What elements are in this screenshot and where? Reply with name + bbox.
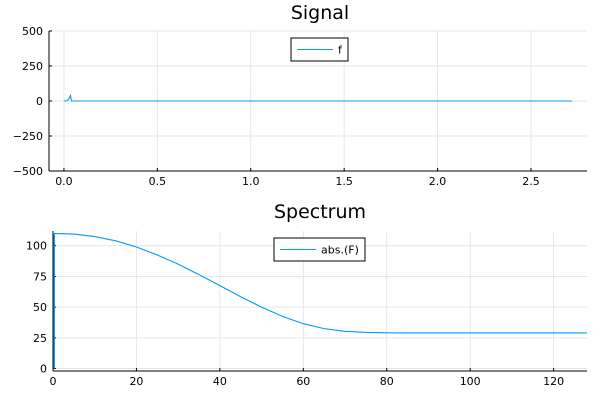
signal-series bbox=[63, 93, 573, 102]
spectrum-legend: abs.(F) bbox=[273, 237, 366, 262]
signal-xtick-label-2: 1.0 bbox=[242, 175, 260, 188]
signal-ytick-label-0: −500 bbox=[13, 165, 43, 178]
signal-ytick-label-2: 0 bbox=[36, 95, 43, 108]
signal-ticks: 0.0 0.5 1.0 1.5 2.0 2.5 −500 −250 0 250 500 bbox=[13, 25, 540, 188]
spectrum-ytick-label-1: 25 bbox=[33, 332, 47, 345]
spectrum-title: Spectrum bbox=[274, 201, 366, 223]
signal-title: Signal bbox=[291, 2, 349, 24]
spectrum-series-line-0 bbox=[52, 232, 587, 334]
spectrum-ytick-label-0: 0 bbox=[40, 363, 47, 376]
signal-xtick-label-4: 2.0 bbox=[429, 175, 447, 188]
spectrum-ytick-label-3: 75 bbox=[33, 270, 47, 283]
signal-series-line-0 bbox=[63, 93, 573, 102]
signal-legend: f bbox=[290, 37, 349, 62]
spectrum-xtick-label-2: 40 bbox=[213, 375, 227, 388]
spectrum-xtick-label-1: 20 bbox=[129, 375, 143, 388]
spectrum-axes bbox=[52, 231, 587, 372]
spectrum-xtick-label-0: 0 bbox=[50, 375, 57, 388]
spectrum-xtick-label-5: 100 bbox=[460, 375, 481, 388]
spectrum-xtick-label-4: 80 bbox=[380, 375, 394, 388]
signal-ytick-label-4: 500 bbox=[22, 25, 43, 38]
spectrum-legend-label: abs.(F) bbox=[321, 244, 359, 257]
spectrum-xtick-label-3: 60 bbox=[296, 375, 310, 388]
signal-ytick-label-3: 250 bbox=[22, 60, 43, 73]
spectrum-ticks: 0 20 40 60 80 100 120 0 25 50 75 100 bbox=[26, 240, 564, 388]
spectrum-legend-box bbox=[273, 237, 366, 262]
signal-ytick-label-1: −250 bbox=[13, 130, 43, 143]
spectrum-plot: Spectrum 0 20 40 60 80 100 120 0 25 50 75 100 abs.(… bbox=[26, 201, 587, 388]
signal-plot: Signal 0.0 0.5 1.0 1.5 2.0 2.5 −500 −250 0 250 500… bbox=[13, 2, 587, 188]
signal-xtick-label-0: 0.0 bbox=[55, 175, 73, 188]
signal-xtick-label-3: 1.5 bbox=[335, 175, 353, 188]
signal-xtick-label-5: 2.5 bbox=[522, 175, 540, 188]
spectrum-ytick-label-4: 100 bbox=[26, 240, 47, 253]
signal-legend-label: f bbox=[338, 44, 343, 57]
spectrum-xtick-label-6: 120 bbox=[543, 375, 564, 388]
signal-xtick-label-1: 0.5 bbox=[149, 175, 167, 188]
spectrum-ytick-label-2: 50 bbox=[33, 301, 47, 314]
spectrum-series bbox=[52, 232, 587, 369]
